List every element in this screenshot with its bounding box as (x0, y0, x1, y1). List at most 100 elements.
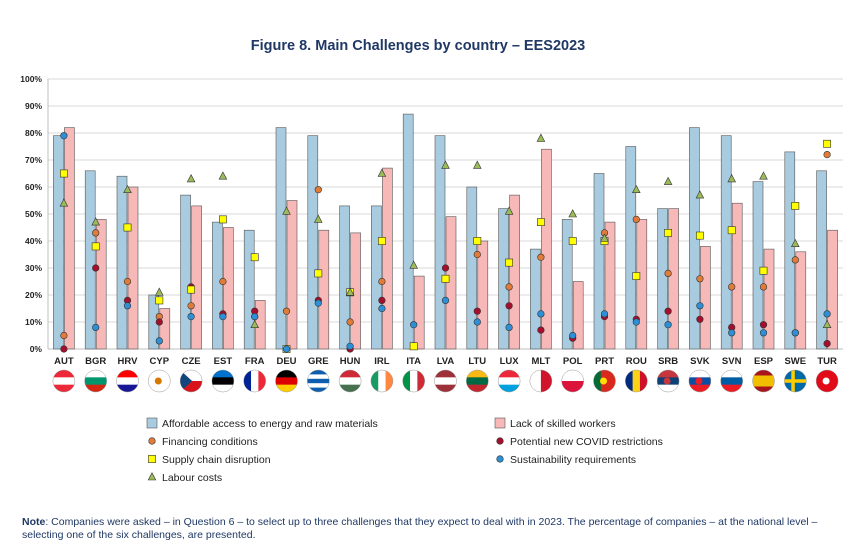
data-point (346, 318, 354, 326)
data-point (219, 215, 227, 224)
legend-item: Labour costs (147, 472, 222, 484)
bar (477, 240, 489, 350)
note-text: : Companies were asked – in Question 6 –… (22, 516, 818, 541)
data-point (664, 307, 672, 315)
bar (95, 219, 107, 350)
note-label: Note (22, 516, 46, 528)
category-label: HRV (118, 356, 139, 367)
bar (275, 127, 287, 350)
data-point (791, 256, 799, 264)
data-point (409, 342, 418, 351)
y-tick-label: 100% (20, 74, 42, 84)
footnote: Note: Companies were asked – in Question… (22, 516, 842, 542)
data-point (441, 296, 450, 305)
legend-item: Supply chain disruption (148, 454, 271, 466)
data-point (759, 321, 768, 329)
data-point (60, 345, 68, 353)
bar (752, 181, 764, 350)
bar (795, 251, 807, 350)
bar (318, 229, 330, 350)
data-point (59, 169, 68, 178)
category-label: SVK (690, 356, 710, 367)
flag-svk (688, 369, 712, 393)
bar (307, 135, 319, 350)
data-point (378, 296, 386, 305)
bar (720, 135, 732, 350)
flag-prt (593, 369, 616, 393)
y-tick-label: 50% (25, 209, 42, 219)
data-point (823, 340, 831, 348)
data-point (219, 313, 227, 321)
bar (700, 246, 711, 350)
legend: Affordable access to energy and raw mate… (146, 417, 663, 484)
legend-label: Potential new COVID restrictions (510, 436, 663, 448)
bar (498, 208, 509, 350)
legend-label: Financing conditions (162, 436, 258, 448)
data-point (409, 260, 418, 269)
legend-swatch (148, 455, 156, 463)
bar (593, 173, 605, 350)
category-label: BGR (85, 356, 106, 367)
data-point (60, 331, 68, 340)
legend-item: Affordable access to energy and raw mate… (146, 417, 378, 430)
data-point (823, 310, 831, 318)
bar (466, 186, 478, 350)
data-point (441, 160, 450, 169)
legend-item: Financing conditions (148, 436, 258, 448)
flag-est (211, 369, 235, 393)
category-label: ITA (406, 356, 421, 367)
category-label: EST (214, 356, 233, 367)
data-point (504, 206, 514, 215)
flag-svn (720, 369, 743, 393)
flag-aut (52, 369, 76, 393)
data-point (92, 323, 100, 332)
data-point (664, 269, 672, 278)
data-point (759, 283, 768, 291)
data-point (505, 258, 513, 267)
data-point (59, 198, 69, 207)
data-point (632, 318, 640, 326)
data-point (346, 342, 354, 350)
category-label: SVN (722, 356, 742, 367)
data-point (377, 237, 386, 245)
bar (541, 148, 552, 350)
flag-srb (656, 369, 680, 393)
bar (763, 248, 775, 350)
data-point (632, 215, 640, 223)
y-tick-label: 0% (30, 344, 43, 354)
data-point (314, 299, 322, 307)
data-point (600, 233, 609, 242)
bar (286, 200, 298, 350)
data-point (187, 313, 195, 321)
data-point (155, 337, 163, 345)
data-point (600, 310, 609, 318)
bar (382, 167, 393, 350)
data-point (123, 184, 132, 193)
legend-label: Labour costs (162, 472, 222, 484)
bar (561, 219, 573, 350)
flag-hrv (116, 369, 139, 393)
data-point (791, 329, 799, 337)
bar (625, 146, 637, 350)
bar (159, 308, 171, 350)
flag-ltu (466, 369, 489, 393)
data-point (250, 319, 259, 329)
flag-swe (784, 369, 807, 393)
data-point (282, 307, 291, 315)
bar (53, 135, 64, 350)
data-point (473, 318, 481, 326)
data-point (791, 202, 800, 210)
data-point (791, 238, 800, 247)
category-label: LUX (500, 356, 520, 367)
data-point (92, 229, 100, 237)
country-flags (52, 369, 839, 393)
bar (657, 208, 668, 350)
data-point (91, 217, 100, 226)
data-point (282, 206, 291, 215)
category-label: PRT (595, 356, 614, 367)
data-point (536, 218, 545, 226)
data-point (377, 168, 387, 177)
category-label: ROU (626, 356, 647, 367)
bar-series (53, 113, 838, 350)
category-label: CYP (150, 356, 170, 367)
